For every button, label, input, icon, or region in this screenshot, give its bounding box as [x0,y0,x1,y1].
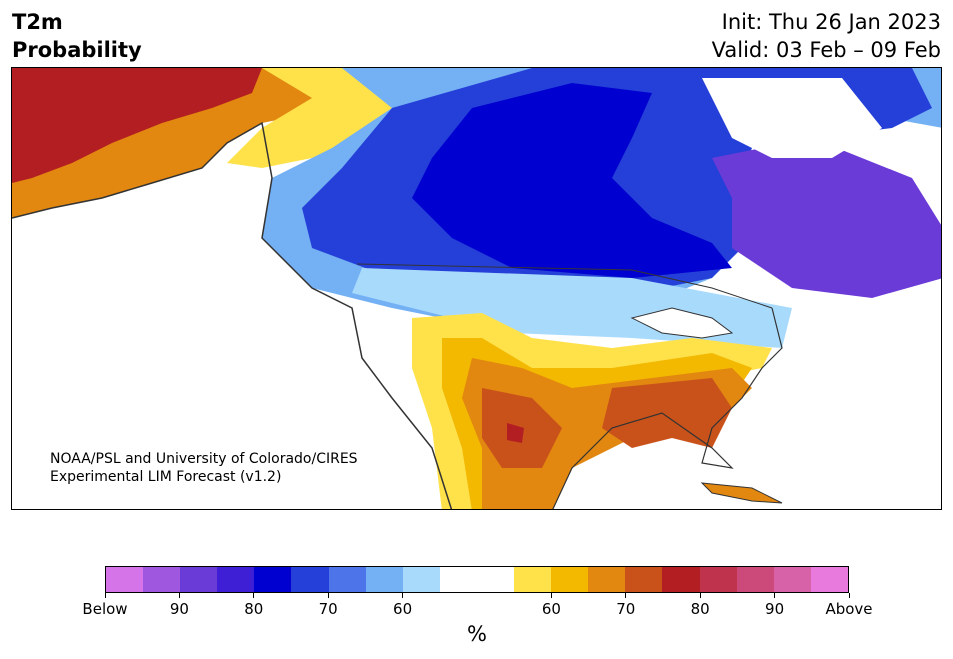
cuba-island [700,482,783,504]
canada-blue-core [412,83,732,278]
probability-colorbar [105,566,849,593]
colorbar-tick-label: 80 [690,600,710,618]
colorbar-tick-label: 70 [318,600,338,618]
forecast-map: NOAA/PSL and University of Colorado/CIRE… [11,67,942,510]
us-canada-border [356,263,773,309]
colorbar-tick-label: 90 [169,600,189,618]
east-coast-outline [552,307,783,509]
colorbar-unit: % [467,622,487,646]
title-variable: T2m Probability [12,8,142,64]
colorbar-tick-label: 80 [244,600,264,618]
colorbar-segment [180,567,218,592]
colorbar-segment [143,567,181,592]
colorbar-segment [810,567,848,592]
colorbar-tick-label: 60 [541,600,561,618]
credit-text: NOAA/PSL and University of Colorado/CIRE… [50,450,358,486]
colorbar-tick-label: 60 [393,600,413,618]
colorbar-tick-mark [550,593,552,598]
colorbar-segment [439,567,477,592]
valid-dates: Valid: 03 Feb – 09 Feb [711,38,941,62]
colorbar-tick-label: 90 [765,600,785,618]
colorbar-tick-mark [402,593,404,598]
colorbar-segment [514,567,552,592]
init-date: Init: Thu 26 Jan 2023 [721,10,941,34]
colorbar-segment [662,567,700,592]
colorbar-segment [699,567,737,592]
hudson-bay [702,78,882,158]
texas-red-core [507,423,524,443]
colorbar-segment [551,567,589,592]
southeast-red-orange [602,378,732,448]
colorbar-tick-mark [104,593,106,598]
colorbar-segment [736,567,774,592]
alaska-red-core [12,68,262,183]
colorbar-segment [365,567,403,592]
map-canvas [12,68,941,509]
credit-line-1: NOAA/PSL and University of Colorado/CIRE… [50,451,358,467]
credit-line-2: Experimental LIM Forecast (v1.2) [50,469,282,485]
colorbar-tick-label: Below [82,600,128,618]
quebec-purple [712,138,941,298]
great-lakes [630,307,734,339]
colorbar-tick-mark [625,593,627,598]
title-dates: Init: Thu 26 Jan 2023 Valid: 03 Feb – 09… [712,8,941,64]
colorbar-tick-mark [848,593,850,598]
colorbar-segment [476,567,515,592]
variable-name: T2m [12,10,63,34]
coastline-outline [12,121,453,509]
colorbar-tick-mark [699,593,701,598]
colorbar-tick-label: 70 [616,600,636,618]
colorbar-segment [254,567,292,592]
colorbar-tick-mark [774,593,776,598]
colorbar-segment [291,567,329,592]
colorbar-segment [328,567,366,592]
colorbar-segment [588,567,626,592]
product-name: Probability [12,38,142,62]
colorbar-tick-mark [253,593,255,598]
colorbar-segment [217,567,255,592]
colorbar-tick-mark [327,593,329,598]
colorbar-segment [625,567,663,592]
colorbar-segment [106,567,144,592]
colorbar-tick-mark [178,593,180,598]
colorbar-segment [402,567,440,592]
colorbar-tick-label: Above [825,600,873,618]
colorbar-segment [773,567,811,592]
